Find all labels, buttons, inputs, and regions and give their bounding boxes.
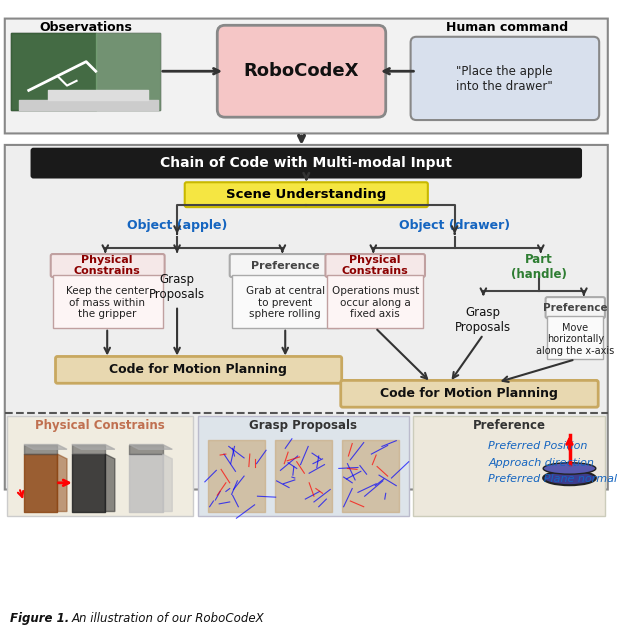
Text: Preference: Preference	[251, 261, 319, 270]
Text: Preferred Position: Preferred Position	[488, 441, 588, 451]
Polygon shape	[106, 454, 115, 511]
FancyBboxPatch shape	[56, 357, 342, 383]
Text: Figure 1.: Figure 1.	[10, 612, 69, 625]
Text: Move
horizontally
along the x-axis: Move horizontally along the x-axis	[536, 323, 614, 356]
FancyBboxPatch shape	[12, 33, 160, 109]
Text: Chain of Code with Multi-modal Input: Chain of Code with Multi-modal Input	[160, 156, 452, 170]
FancyBboxPatch shape	[217, 25, 386, 117]
FancyBboxPatch shape	[185, 182, 428, 207]
FancyBboxPatch shape	[230, 254, 340, 277]
Text: Grasp
Proposals: Grasp Proposals	[149, 272, 205, 301]
Text: Keep the center
of mass within
the gripper: Keep the center of mass within the gripp…	[66, 286, 148, 319]
Text: Preferred Plane normal: Preferred Plane normal	[488, 474, 617, 484]
Ellipse shape	[543, 462, 596, 474]
Text: Preference: Preference	[473, 419, 546, 432]
Text: Physical Constrains: Physical Constrains	[35, 419, 164, 432]
Text: Code for Motion Planning: Code for Motion Planning	[380, 387, 558, 401]
Text: Scene Understanding: Scene Understanding	[226, 188, 387, 201]
Text: Code for Motion Planning: Code for Motion Planning	[109, 363, 287, 376]
FancyBboxPatch shape	[198, 416, 409, 516]
Text: Physical
Constrains: Physical Constrains	[74, 255, 141, 276]
FancyBboxPatch shape	[6, 416, 193, 516]
Text: Grasp
Proposals: Grasp Proposals	[455, 306, 511, 334]
FancyBboxPatch shape	[340, 381, 598, 407]
FancyBboxPatch shape	[4, 19, 608, 133]
Text: Object (apple): Object (apple)	[127, 219, 227, 232]
Text: An illustration of our RoboCodeX: An illustration of our RoboCodeX	[72, 612, 264, 625]
Text: Grab at central
to prevent
sphere rolling: Grab at central to prevent sphere rollin…	[246, 286, 324, 319]
FancyBboxPatch shape	[31, 149, 581, 178]
Polygon shape	[129, 444, 172, 450]
FancyBboxPatch shape	[51, 254, 164, 277]
FancyBboxPatch shape	[547, 316, 603, 359]
Ellipse shape	[543, 471, 596, 485]
FancyBboxPatch shape	[52, 275, 163, 328]
FancyBboxPatch shape	[4, 145, 608, 489]
Text: Preference: Preference	[543, 303, 607, 312]
Text: RoboCodeX: RoboCodeX	[244, 62, 359, 80]
Text: Operations must
occur along a
fixed axis: Operations must occur along a fixed axis	[332, 286, 419, 319]
Text: Approach direction: Approach direction	[488, 458, 594, 468]
Text: Part
(handle): Part (handle)	[511, 254, 567, 281]
Text: Human command: Human command	[446, 21, 568, 33]
FancyBboxPatch shape	[411, 37, 599, 120]
Polygon shape	[163, 454, 172, 511]
FancyBboxPatch shape	[232, 275, 339, 328]
FancyBboxPatch shape	[413, 416, 605, 516]
FancyBboxPatch shape	[327, 275, 423, 328]
Text: Observations: Observations	[40, 21, 132, 33]
Text: Physical
Constrains: Physical Constrains	[342, 255, 408, 276]
FancyBboxPatch shape	[325, 254, 425, 277]
FancyBboxPatch shape	[545, 297, 605, 318]
Polygon shape	[72, 444, 115, 450]
Polygon shape	[58, 454, 67, 511]
Text: Grasp Proposals: Grasp Proposals	[250, 419, 357, 432]
Polygon shape	[24, 444, 67, 450]
Text: Object (drawer): Object (drawer)	[399, 219, 510, 232]
Text: "Place the apple
into the drawer": "Place the apple into the drawer"	[456, 65, 553, 93]
